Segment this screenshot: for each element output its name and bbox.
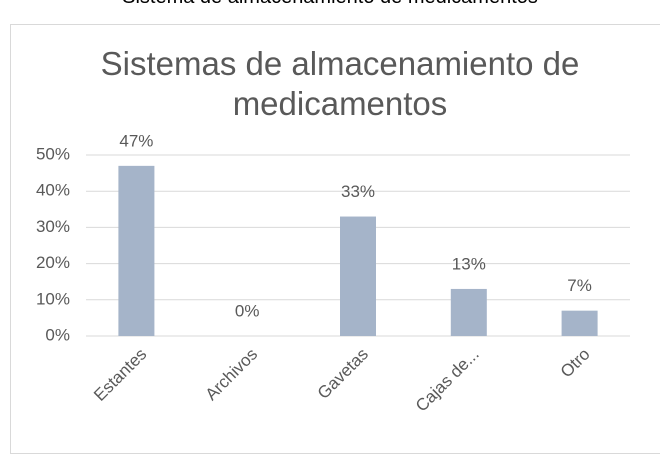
x-tick-label: Estantes (90, 345, 150, 405)
value-label: 0% (235, 301, 260, 320)
x-tick-label: Archivos (202, 345, 262, 405)
bar (450, 288, 487, 336)
x-tick-label: Otro (557, 345, 594, 382)
y-tick-label: 10% (36, 289, 70, 308)
y-tick-label: 20% (36, 253, 70, 272)
y-tick-label: 30% (36, 217, 70, 236)
bar (118, 165, 155, 336)
chart: 0% 10% 20% 30% 40% 50% Estantes 47% Archivos 0% Ga… (36, 131, 630, 416)
bar (340, 216, 376, 336)
value-label: 13% (452, 254, 486, 273)
value-label: 47% (119, 131, 153, 150)
y-tick-label: 0% (45, 325, 70, 344)
x-tick-label: Gavetas (314, 345, 372, 403)
caption: Sistema de almacenamiento de medicamento… (0, 0, 660, 9)
bar (561, 310, 598, 336)
value-label: 7% (567, 276, 592, 295)
value-label: 33% (341, 182, 375, 201)
y-tick-label: 40% (36, 181, 70, 200)
chart-title: Sistemas de almacenamiento de medicament… (100, 45, 580, 122)
y-tick-label: 50% (36, 144, 70, 163)
x-tick-label: Cajas de... (412, 345, 483, 416)
